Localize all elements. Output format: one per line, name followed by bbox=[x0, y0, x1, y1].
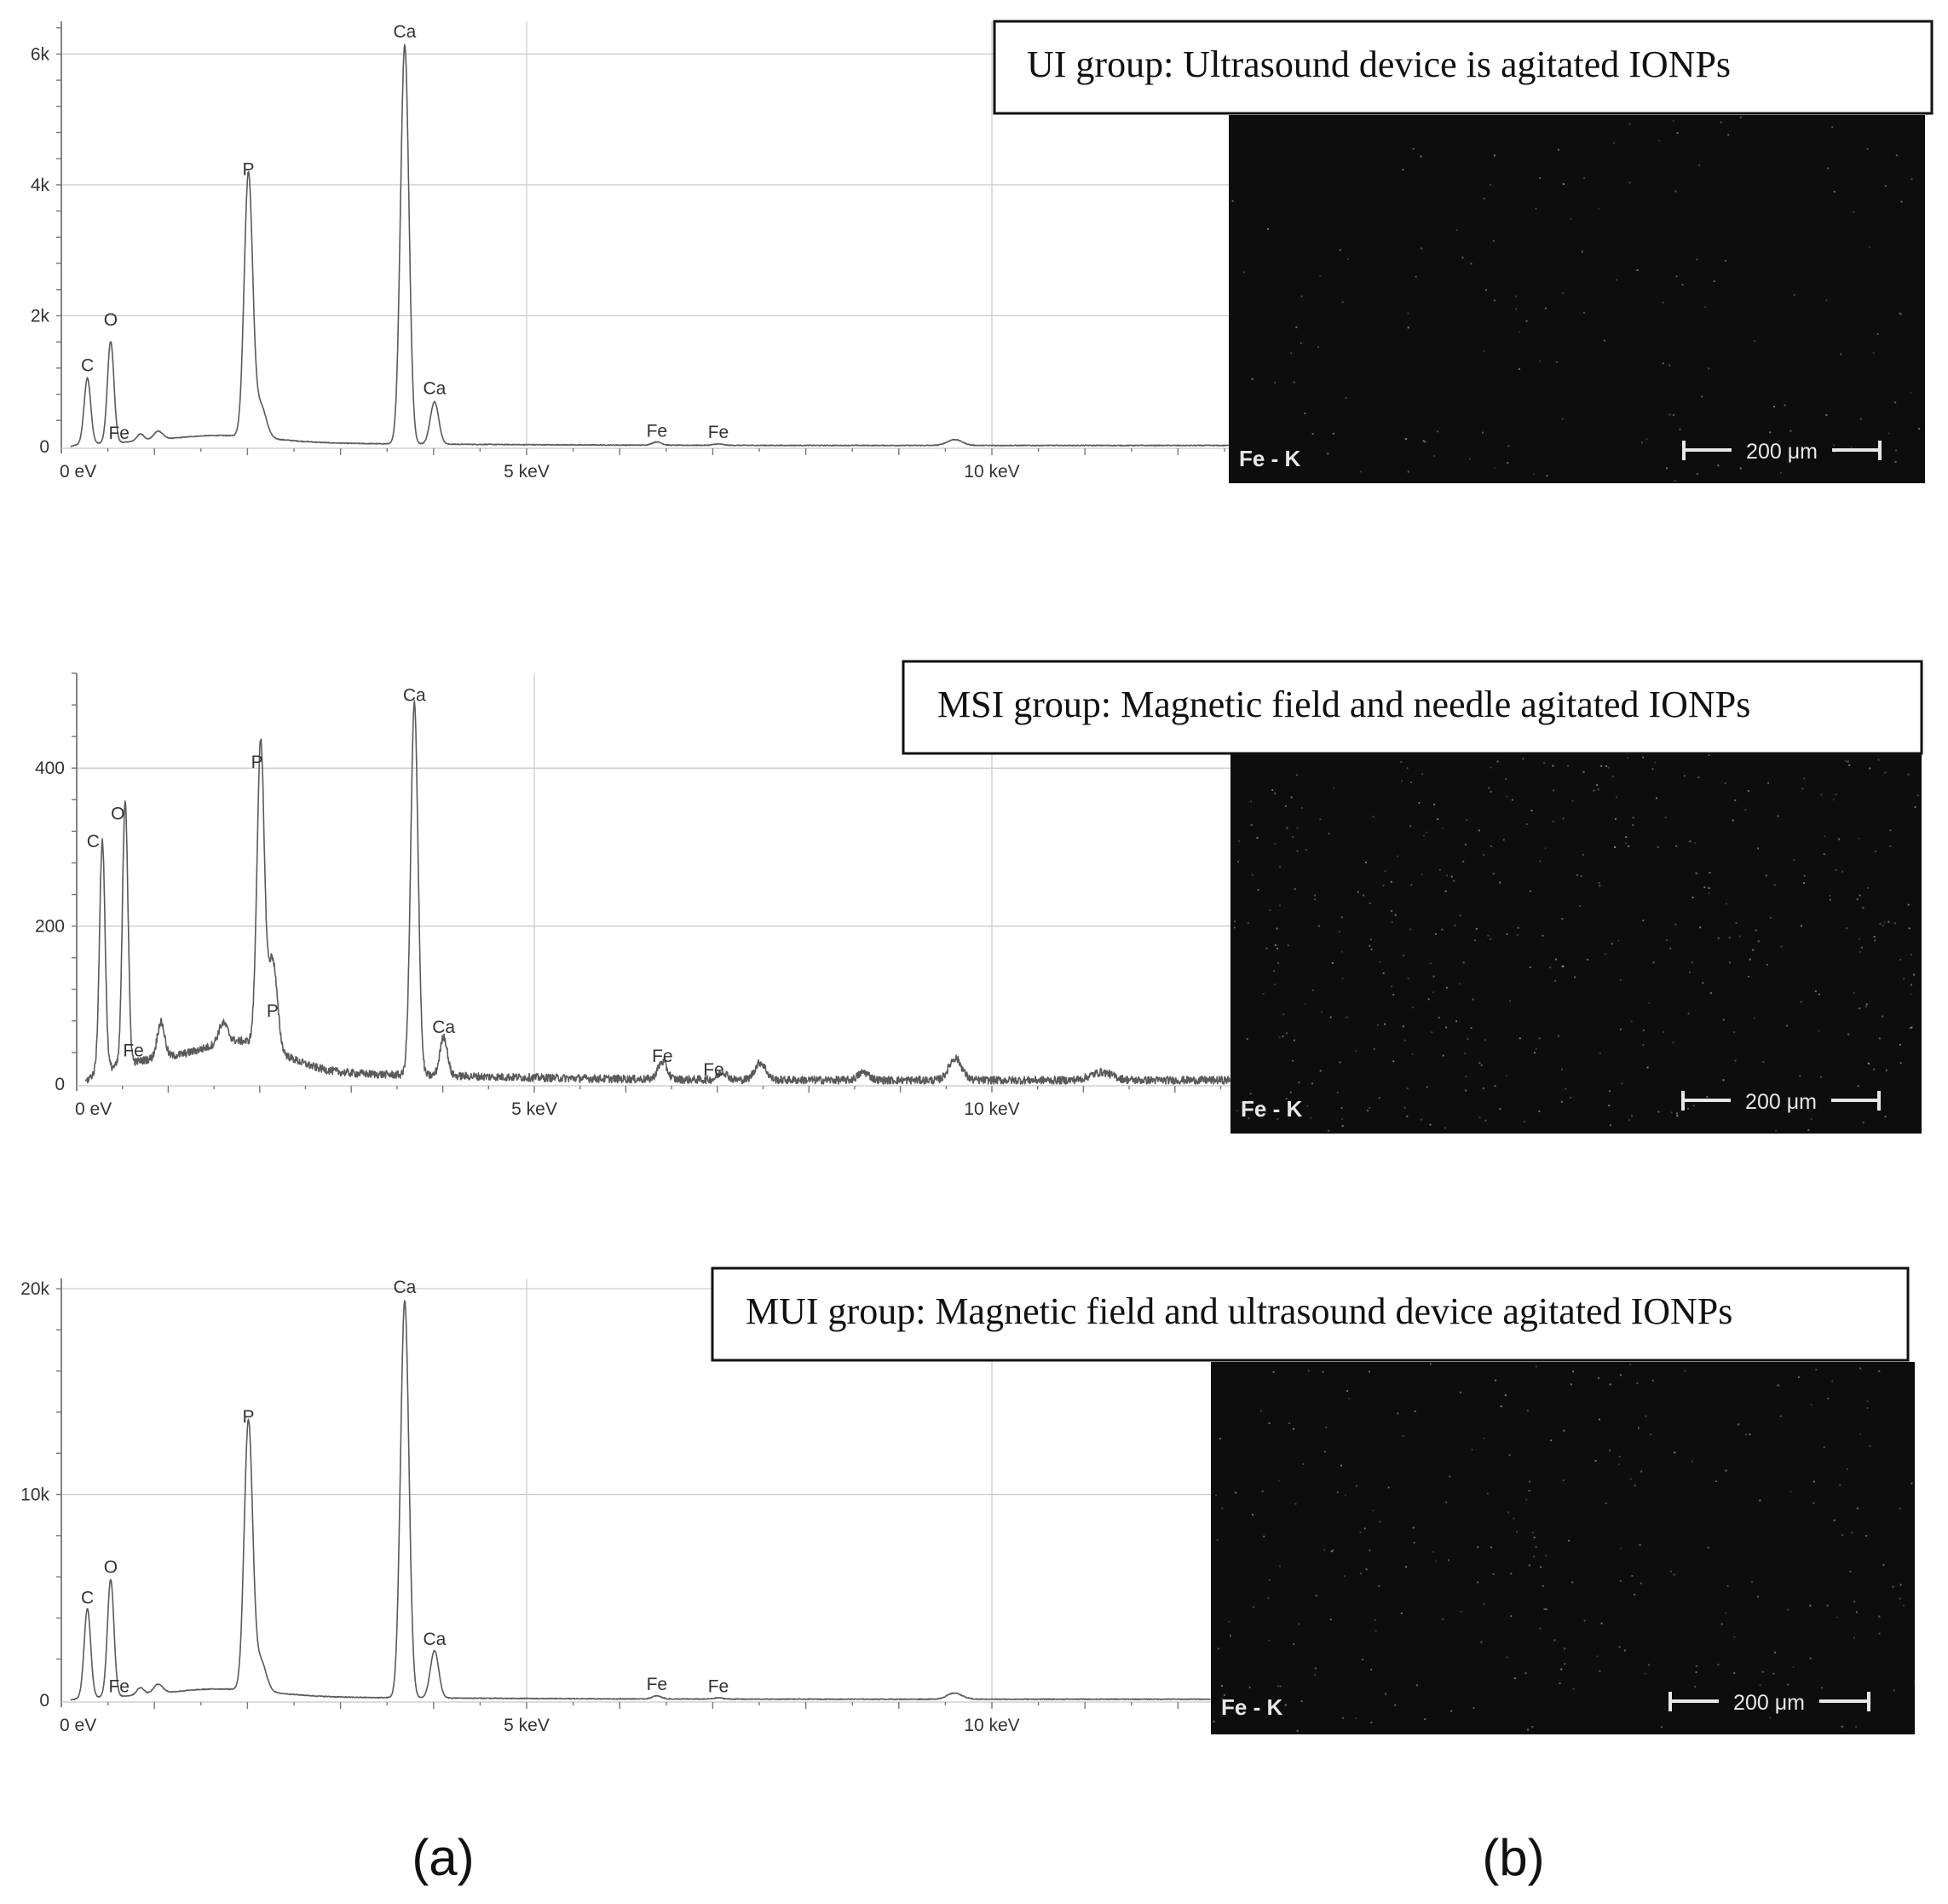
spectrum-mui: 0 10k 20k 0 eV 5 keV 10 keV CO Fe P Ca Ca Fe Fe bbox=[20, 1278, 1211, 1735]
peak-label: O bbox=[104, 1557, 118, 1577]
y-tick-labels: 0 10k 20k bbox=[20, 1279, 49, 1711]
scale-bar: 200 μm bbox=[1668, 1686, 1870, 1715]
peak-label: Ca bbox=[394, 1278, 417, 1297]
x-tick-label: 10 keV bbox=[964, 1716, 1019, 1735]
element-map-mui: Fe - K 200 μm bbox=[1211, 1362, 1916, 1734]
spectrum-line bbox=[84, 700, 1231, 1085]
scale-bar: 200 μm bbox=[1682, 435, 1882, 464]
panel-title: UI group: Ultrasound device is agitated … bbox=[1027, 43, 1731, 85]
x-tick-label: 0 eV bbox=[75, 1099, 112, 1119]
map-speckle bbox=[1231, 116, 1920, 482]
peak-label: P bbox=[242, 159, 254, 179]
peak-label: Ca bbox=[394, 22, 417, 42]
peak-labels: CO Fe P Ca Ca Fe Fe bbox=[81, 1278, 729, 1696]
title-box-mui: MUI group: Magnetic field and ultrasound… bbox=[711, 1266, 1910, 1362]
scale-bar-label: 200 μm bbox=[1733, 1691, 1805, 1715]
title-box-ui: UI group: Ultrasound device is agitated … bbox=[993, 20, 1934, 115]
peak-label: P bbox=[267, 1001, 279, 1021]
spectrum-line bbox=[70, 43, 1230, 447]
y-tick-label: 2k bbox=[31, 306, 50, 326]
scale-bar-label: 200 μm bbox=[1745, 1090, 1817, 1114]
panel-ui: 0 2k 4k 6k 0 eV 5 keV 10 keV C O Fe P Ca Ca Fe Fe Fe… bbox=[31, 20, 1934, 483]
panel-title: MSI group: Magnetic field and needle agi… bbox=[937, 684, 1750, 725]
element-map-ui: Fe - K 200 μm bbox=[1229, 115, 1925, 483]
panel-msi: 0 200 400 0 eV 5 keV 10 keV CO Fe P P Ca Ca Fe Fe F… bbox=[35, 660, 1923, 1134]
peak-label: Ca bbox=[423, 1630, 446, 1649]
peak-label: Fe bbox=[647, 421, 668, 441]
peak-label: P bbox=[251, 753, 263, 772]
spectrum-ui: 0 2k 4k 6k 0 eV 5 keV 10 keV C O Fe P Ca Ca Fe Fe bbox=[31, 21, 1230, 482]
y-tick-label: 10k bbox=[20, 1486, 49, 1505]
x-tick-label: 10 keV bbox=[964, 462, 1019, 482]
y-tick-label: 0 bbox=[55, 1075, 65, 1094]
scale-bar-label: 200 μm bbox=[1746, 440, 1818, 464]
peak-label: Fe bbox=[708, 1676, 729, 1696]
spectrum-line bbox=[70, 1300, 1211, 1701]
peak-labels: CO Fe P P Ca Ca Fe Fe bbox=[87, 685, 724, 1079]
peak-label: Fe bbox=[108, 424, 130, 443]
element-map-image bbox=[1211, 1362, 1915, 1734]
y-tick-labels: 0 2k 4k 6k bbox=[31, 44, 50, 457]
y-tick-label: 400 bbox=[35, 759, 65, 778]
x-tick-labels: 0 eV 5 keV 10 keV bbox=[60, 462, 1020, 482]
caption-a: (a) bbox=[412, 1829, 474, 1886]
panel-title: MUI group: Magnetic field and ultrasound… bbox=[746, 1290, 1732, 1332]
peak-label: Fe bbox=[703, 1060, 724, 1080]
map-element-label: Fe - K bbox=[1221, 1694, 1282, 1720]
y-minor-ticks bbox=[72, 672, 1222, 1093]
y-tick-labels: 0 200 400 bbox=[35, 759, 65, 1094]
peak-label: O bbox=[104, 310, 118, 330]
peak-label: Ca bbox=[403, 685, 426, 705]
peak-label: Ca bbox=[423, 379, 446, 399]
x-tick-label: 5 keV bbox=[511, 1099, 557, 1119]
x-tick-labels: 0 eV 5 keV 10 keV bbox=[60, 1716, 1020, 1735]
peak-label: Fe bbox=[708, 423, 729, 442]
peak-label: Fe bbox=[123, 1041, 144, 1061]
y-tick-label: 6k bbox=[31, 44, 50, 64]
x-tick-label: 0 eV bbox=[60, 462, 96, 482]
map-element-label: Fe - K bbox=[1239, 446, 1300, 471]
x-tick-label: 5 keV bbox=[504, 1716, 550, 1735]
caption-b: (b) bbox=[1482, 1829, 1544, 1886]
x-tick-labels: 0 eV 5 keV 10 keV bbox=[75, 1099, 1020, 1119]
scale-bar: 200 μm bbox=[1681, 1085, 1881, 1114]
peak-label: Ca bbox=[432, 1018, 455, 1037]
peak-label: Fe bbox=[108, 1676, 130, 1696]
y-tick-label: 0 bbox=[39, 437, 49, 457]
y-tick-label: 200 bbox=[35, 917, 65, 937]
map-element-label: Fe - K bbox=[1241, 1096, 1302, 1122]
y-tick-label: 0 bbox=[39, 1691, 49, 1711]
gridlines bbox=[61, 1278, 1211, 1707]
x-tick-label: 5 keV bbox=[504, 462, 550, 482]
y-minor-ticks bbox=[56, 1288, 1179, 1709]
map-speckle bbox=[1233, 754, 1919, 1132]
element-map-msi: Fe - K 200 μm bbox=[1230, 754, 1922, 1134]
peak-label: Fe bbox=[647, 1675, 668, 1694]
x-tick-label: 0 eV bbox=[60, 1716, 96, 1735]
y-tick-label: 4k bbox=[31, 176, 50, 195]
spectrum-msi: 0 200 400 0 eV 5 keV 10 keV CO Fe P P Ca Ca Fe Fe bbox=[35, 672, 1231, 1119]
peak-label: O bbox=[111, 804, 124, 823]
x-tick-label: 10 keV bbox=[964, 1099, 1019, 1119]
y-minor-ticks bbox=[56, 26, 1225, 455]
peak-label: C bbox=[81, 1589, 94, 1608]
peak-label: P bbox=[242, 1407, 254, 1427]
element-map-image bbox=[1230, 754, 1922, 1134]
title-box-msi: MSI group: Magnetic field and needle agi… bbox=[902, 660, 1923, 755]
peak-label: C bbox=[87, 832, 100, 851]
panel-mui: 0 10k 20k 0 eV 5 keV 10 keV CO Fe P Ca Ca Fe Fe Fe… bbox=[20, 1266, 1916, 1735]
peak-label: Fe bbox=[652, 1047, 673, 1066]
element-map-image bbox=[1229, 115, 1925, 483]
peak-labels: C O Fe P Ca Ca Fe Fe bbox=[81, 22, 729, 443]
y-tick-label: 20k bbox=[20, 1279, 49, 1299]
map-speckle bbox=[1213, 1363, 1916, 1732]
peak-label: C bbox=[81, 356, 94, 376]
